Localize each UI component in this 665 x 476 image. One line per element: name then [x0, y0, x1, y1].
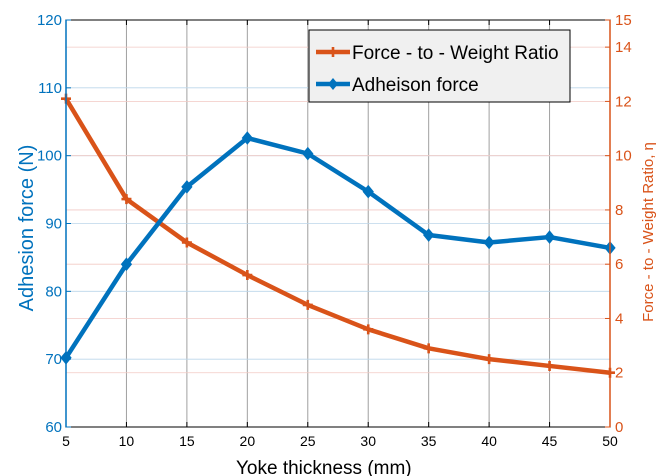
x-tick-label: 45	[542, 433, 558, 449]
data-point	[362, 184, 374, 199]
right-tick-label: 10	[615, 148, 632, 165]
data-point	[120, 257, 133, 271]
left-tick-label: 100	[37, 148, 62, 165]
data-point	[181, 180, 193, 194]
data-point	[543, 230, 556, 244]
left-axis-label: Adhesion force (N)	[16, 145, 38, 312]
right-tick-label: 15	[615, 12, 632, 29]
x-axis-label: Yoke thickness (mm)	[236, 458, 412, 476]
left-tick-label: 120	[37, 12, 62, 29]
x-tick-label: 15	[179, 433, 195, 449]
right-tick-label: 0	[615, 419, 623, 436]
x-tick-label: 10	[119, 433, 135, 449]
axes: 5 10 15 20 25 30 35 40 45 50 60 70 80 90 100 110 120 0 2 4 6…	[16, 12, 657, 476]
series-line-adhesion-force	[64, 135, 611, 360]
series-line-force-to-weight-ratio	[64, 97, 611, 375]
data-point	[423, 228, 435, 242]
legend-box	[308, 29, 571, 103]
data-point	[363, 324, 374, 335]
left-tick-label: 110	[38, 80, 62, 97]
data-point	[302, 146, 314, 161]
data-point	[241, 131, 253, 145]
x-tick-label: 5	[62, 433, 70, 449]
x-tick-label: 40	[481, 433, 497, 449]
x-tick-label: 20	[240, 433, 256, 449]
left-tick-label: 70	[45, 351, 62, 368]
right-tick-label: 6	[615, 256, 623, 273]
legend: Force - to - Weight Ratio Adheison force	[308, 29, 571, 103]
legend-marker	[328, 78, 338, 90]
left-tick-label: 80	[45, 283, 62, 300]
x-tick-label: 35	[421, 433, 437, 449]
right-tick-label: 4	[615, 310, 623, 327]
data-point	[242, 270, 253, 281]
series-layer	[60, 93, 616, 378]
data-point	[181, 237, 192, 248]
right-tick-label: 14	[615, 39, 632, 56]
right-tick-label: 8	[615, 202, 623, 219]
data-point	[423, 343, 434, 354]
data-point	[544, 360, 555, 371]
legend-label: Force - to - Weight Ratio	[352, 43, 559, 64]
legend-marker	[328, 47, 338, 57]
right-tick-label: 12	[615, 93, 632, 110]
data-point	[484, 354, 495, 365]
right-axis-label: Force - to - Weight Ratio, η	[640, 142, 657, 322]
x-tick-label: 50	[602, 433, 618, 449]
data-point	[302, 299, 313, 310]
x-tick-label: 25	[300, 433, 316, 449]
left-tick-label: 60	[45, 419, 62, 436]
data-point	[121, 194, 132, 205]
x-tick-label: 30	[360, 433, 376, 449]
data-point	[483, 235, 495, 250]
left-tick-label: 90	[45, 216, 62, 233]
legend-label: Adheison force	[352, 75, 479, 96]
right-tick-label: 2	[615, 365, 623, 382]
